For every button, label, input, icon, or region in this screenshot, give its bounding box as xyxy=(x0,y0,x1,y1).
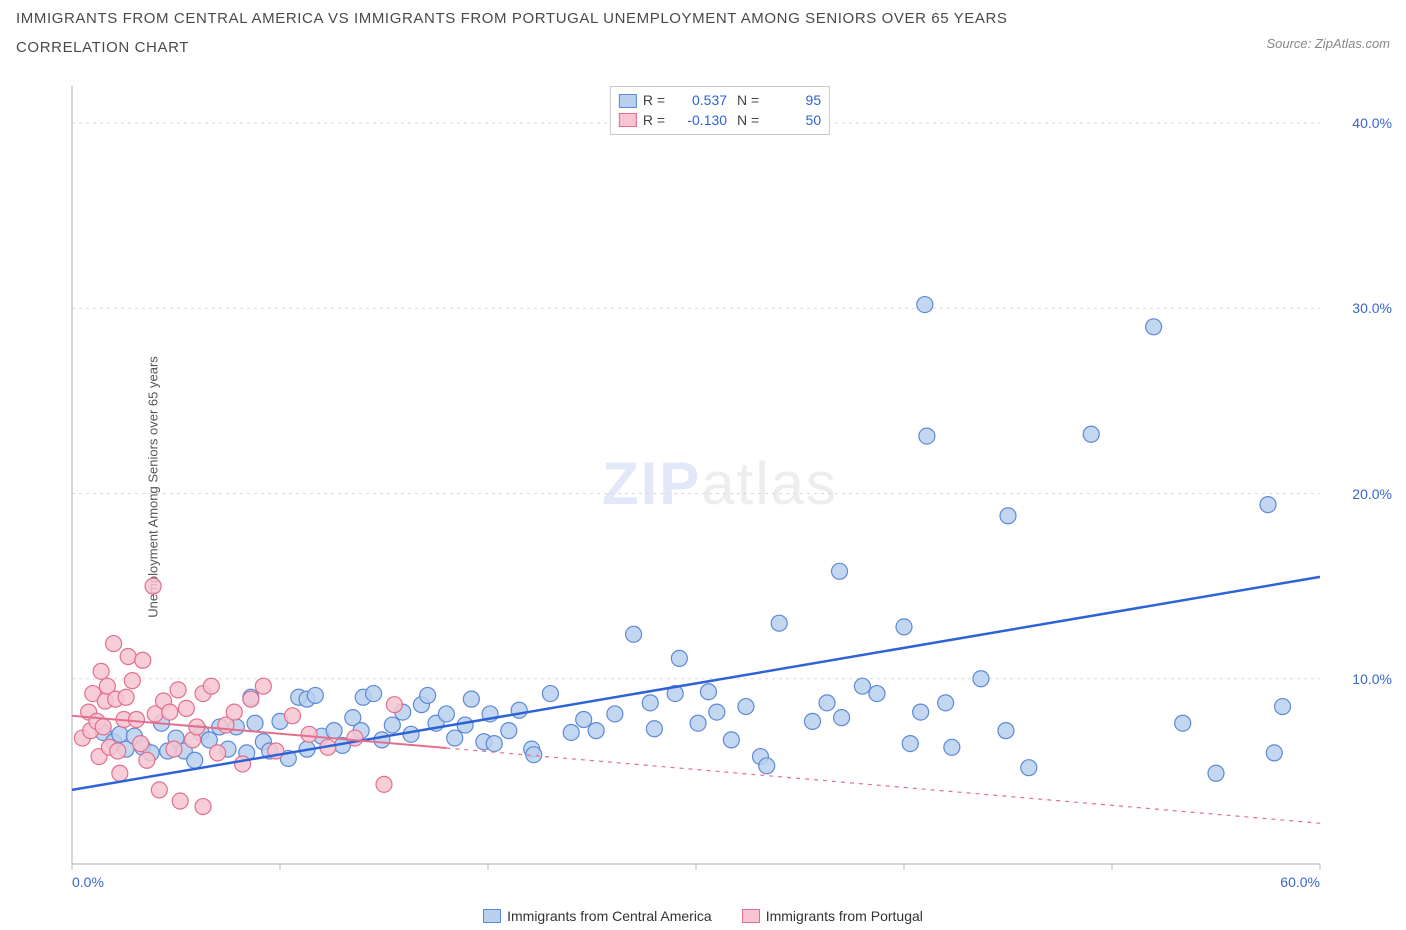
stats-row-series-a: R = 0.537 N = 95 xyxy=(619,91,821,111)
swatch-icon xyxy=(619,94,637,108)
stat-r: 0.537 xyxy=(671,91,727,111)
title-area: IMMIGRANTS FROM CENTRAL AMERICA VS IMMIG… xyxy=(16,8,1008,56)
swatch-icon xyxy=(742,909,760,923)
x-tick-label: 0.0% xyxy=(72,874,104,890)
stats-row-series-b: R = -0.130 N = 50 xyxy=(619,111,821,131)
y-tick-label: 10.0% xyxy=(1332,671,1392,687)
chart-subtitle: CORRELATION CHART xyxy=(16,39,1008,56)
stat-label: N = xyxy=(733,91,759,111)
stat-r: -0.130 xyxy=(671,111,727,131)
swatch-icon xyxy=(483,909,501,923)
stat-label: R = xyxy=(643,111,665,131)
y-tick-label: 20.0% xyxy=(1332,486,1392,502)
source-label: Source: ZipAtlas.com xyxy=(1266,36,1390,51)
bottom-legend: Immigrants from Central America Immigran… xyxy=(0,908,1406,924)
stats-box: R = 0.537 N = 95 R = -0.130 N = 50 xyxy=(610,86,830,135)
y-tick-label: 30.0% xyxy=(1332,300,1392,316)
stat-label: N = xyxy=(733,111,759,131)
legend-label: Immigrants from Central America xyxy=(507,908,712,924)
y-tick-label: 40.0% xyxy=(1332,115,1392,131)
swatch-icon xyxy=(619,113,637,127)
legend-item: Immigrants from Portugal xyxy=(742,908,923,924)
scatter-plot xyxy=(50,80,1390,894)
stat-label: R = xyxy=(643,91,665,111)
stat-n: 50 xyxy=(765,111,821,131)
header: IMMIGRANTS FROM CENTRAL AMERICA VS IMMIG… xyxy=(0,0,1406,60)
x-tick-label: 60.0% xyxy=(1280,874,1320,890)
chart-title: IMMIGRANTS FROM CENTRAL AMERICA VS IMMIG… xyxy=(16,8,1008,29)
chart-area: Unemployment Among Seniors over 65 years… xyxy=(50,80,1390,894)
legend-item: Immigrants from Central America xyxy=(483,908,712,924)
stat-n: 95 xyxy=(765,91,821,111)
legend-label: Immigrants from Portugal xyxy=(766,908,923,924)
